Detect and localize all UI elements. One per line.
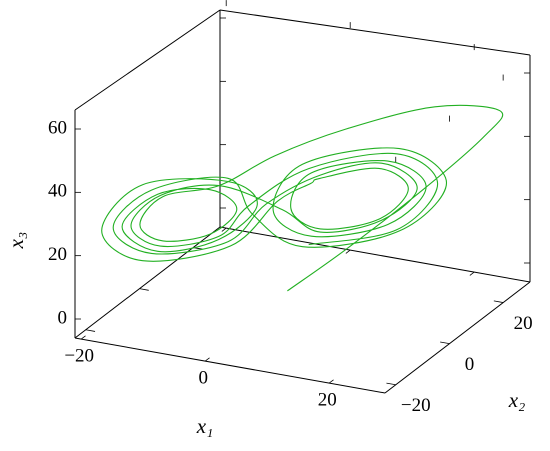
y-tick-label: −20 (401, 395, 431, 416)
box-edge (219, 226, 531, 283)
x-axis-title: x₁ (196, 414, 214, 438)
box (74, 9, 531, 394)
tick-mark (139, 288, 149, 291)
tick-mark (328, 379, 334, 384)
box-edge (219, 9, 531, 56)
tick-mark (85, 329, 96, 332)
z-tick-label: 0 (58, 307, 68, 328)
y-tick-label: 20 (514, 313, 533, 334)
box-edge (74, 226, 221, 339)
x-tick-label: 20 (318, 389, 337, 410)
tick-mark (440, 341, 450, 345)
x-tick-label: −20 (64, 345, 94, 366)
y-tick-label: 0 (465, 354, 475, 375)
z-tick-label: 20 (48, 244, 67, 265)
box-edge (74, 9, 221, 111)
tick-mark (386, 382, 396, 386)
tick-mark (493, 300, 504, 303)
z-tick-label: 60 (48, 117, 67, 138)
trajectory (101, 104, 504, 292)
tick-mark (345, 249, 351, 254)
x-tick-label: 0 (198, 367, 208, 388)
tick-mark (204, 357, 210, 362)
z-tick-label: 40 (48, 181, 67, 202)
tick-mark (80, 335, 86, 340)
y-axis-title: x₂ (508, 388, 526, 412)
z-axis-title: x₃ (4, 232, 28, 250)
box-edge (384, 281, 531, 394)
tick-mark (221, 227, 227, 232)
tick-mark (469, 271, 475, 276)
box-edge (74, 337, 386, 394)
